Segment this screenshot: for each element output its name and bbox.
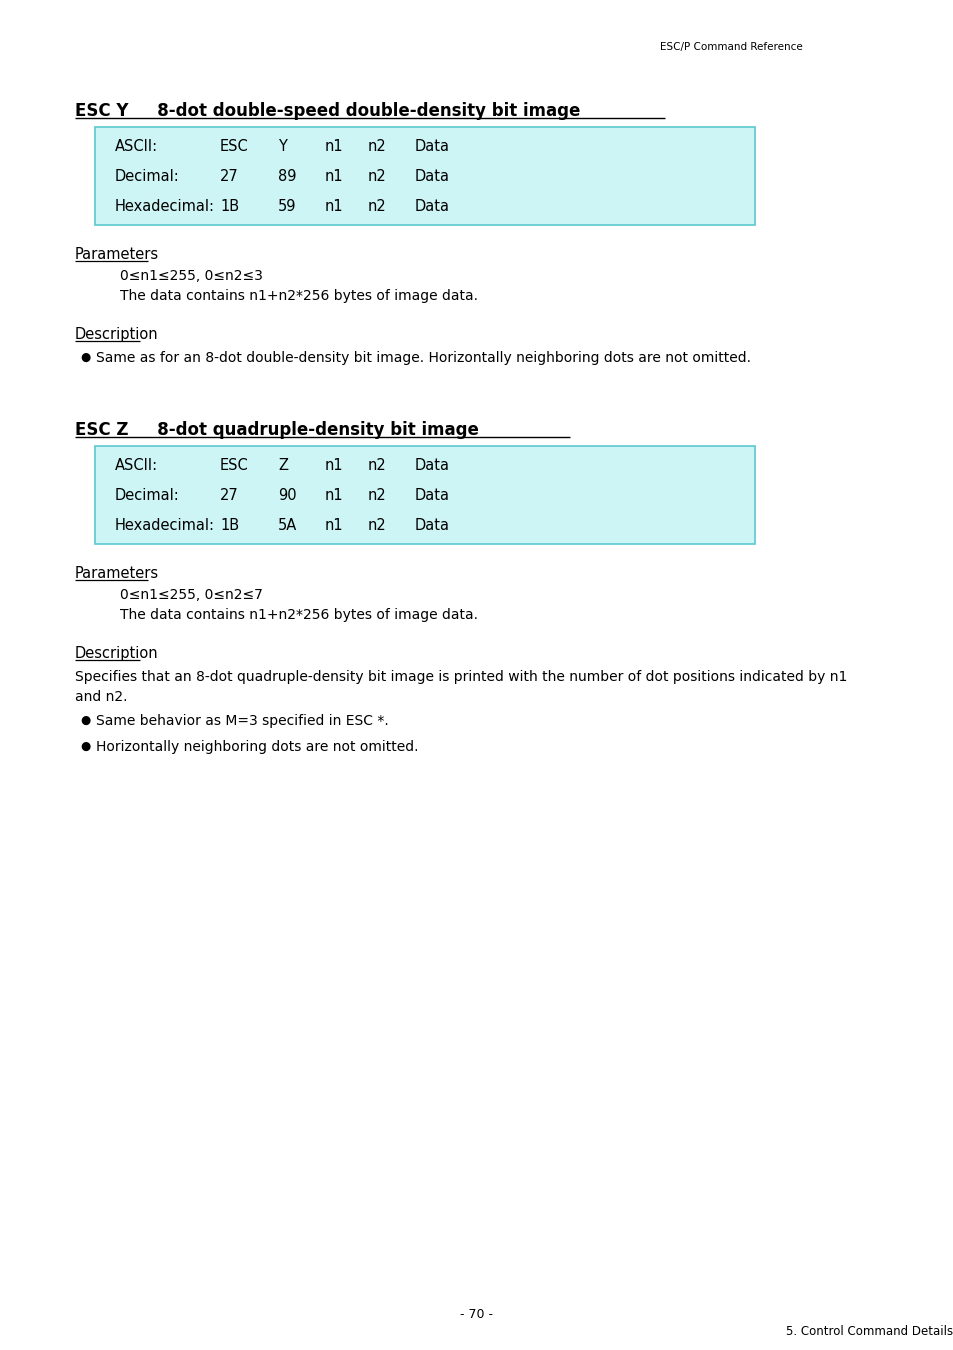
Text: n2: n2 [368,487,386,504]
Text: ESC: ESC [220,458,249,472]
Text: ASCII:: ASCII: [115,458,158,472]
Text: 27: 27 [220,487,238,504]
Text: 5. Control Command Details: 5. Control Command Details [785,1324,953,1338]
Text: ESC/P Command Reference: ESC/P Command Reference [659,42,801,53]
Text: 90: 90 [277,487,296,504]
Text: 0≤n1≤255, 0≤n2≤7: 0≤n1≤255, 0≤n2≤7 [120,589,263,602]
Text: Data: Data [415,139,450,154]
Text: n2: n2 [368,458,386,472]
Text: Data: Data [415,487,450,504]
Text: Y: Y [277,139,287,154]
Text: 1B: 1B [220,198,239,215]
Text: Description: Description [75,647,158,662]
Text: Data: Data [415,169,450,184]
Text: n1: n1 [325,169,343,184]
Text: n1: n1 [325,198,343,215]
Text: 27: 27 [220,169,238,184]
Text: Decimal:: Decimal: [115,169,179,184]
Text: Data: Data [415,518,450,533]
Text: Hexadecimal:: Hexadecimal: [115,198,214,215]
Text: ●: ● [80,714,91,728]
FancyBboxPatch shape [95,127,754,225]
Text: ESC: ESC [220,139,249,154]
Text: n1: n1 [325,487,343,504]
Text: n1: n1 [325,139,343,154]
Text: n2: n2 [368,139,386,154]
Text: Data: Data [415,458,450,472]
Text: The data contains n1+n2*256 bytes of image data.: The data contains n1+n2*256 bytes of ima… [120,608,477,622]
Text: ESC Y     8-dot double-speed double-density bit image: ESC Y 8-dot double-speed double-density … [75,103,579,120]
Text: Decimal:: Decimal: [115,487,179,504]
Text: Specifies that an 8-dot quadruple-density bit image is printed with the number o: Specifies that an 8-dot quadruple-densit… [75,670,846,684]
Text: Description: Description [75,327,158,342]
Text: n2: n2 [368,198,386,215]
Text: ●: ● [80,740,91,753]
Text: Hexadecimal:: Hexadecimal: [115,518,214,533]
Text: 0≤n1≤255, 0≤n2≤3: 0≤n1≤255, 0≤n2≤3 [120,269,263,284]
Text: and n2.: and n2. [75,690,128,703]
Text: n2: n2 [368,169,386,184]
Text: Data: Data [415,198,450,215]
Text: Same as for an 8-dot double-density bit image. Horizontally neighboring dots are: Same as for an 8-dot double-density bit … [96,351,750,364]
Text: 89: 89 [277,169,296,184]
Text: Z: Z [277,458,288,472]
Text: Parameters: Parameters [75,247,159,262]
Text: 59: 59 [277,198,296,215]
Text: Horizontally neighboring dots are not omitted.: Horizontally neighboring dots are not om… [96,740,418,755]
Text: n1: n1 [325,518,343,533]
Text: Same behavior as M=3 specified in ESC *.: Same behavior as M=3 specified in ESC *. [96,714,388,728]
Text: n1: n1 [325,458,343,472]
Text: n2: n2 [368,518,386,533]
Text: ASCII:: ASCII: [115,139,158,154]
FancyBboxPatch shape [95,446,754,544]
Text: ESC Z     8-dot quadruple-density bit image: ESC Z 8-dot quadruple-density bit image [75,421,478,439]
Text: 1B: 1B [220,518,239,533]
Text: Parameters: Parameters [75,566,159,580]
Text: - 70 -: - 70 - [460,1308,493,1322]
Text: ●: ● [80,351,91,364]
Text: The data contains n1+n2*256 bytes of image data.: The data contains n1+n2*256 bytes of ima… [120,289,477,302]
Text: 5A: 5A [277,518,297,533]
